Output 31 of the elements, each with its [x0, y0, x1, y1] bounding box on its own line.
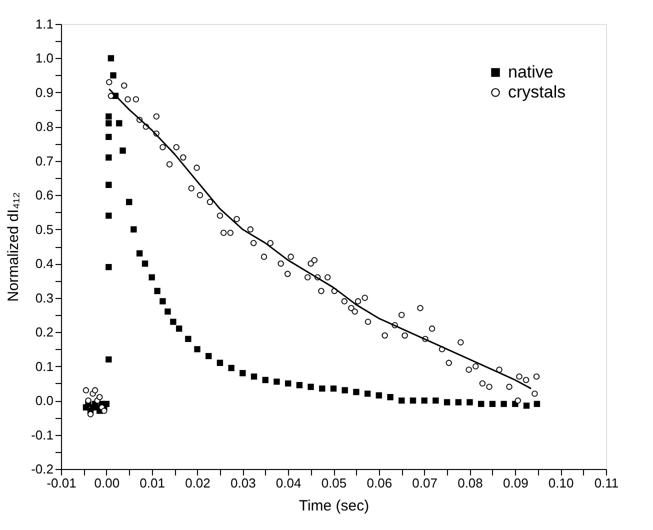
y-tick-label: -0.1: [31, 427, 54, 442]
x-tick-label: 0.03: [230, 476, 256, 490]
y-tick-label: 0.3: [35, 290, 54, 306]
legend-label: crystals: [508, 82, 566, 102]
x-tick-label: 0.05: [321, 476, 347, 490]
y-tick-label: 0.6: [35, 188, 54, 203]
x-tick-label: 0.07: [412, 476, 438, 490]
x-tick-label: 0.08: [458, 476, 483, 490]
y-tick-label: 1.0: [35, 50, 54, 66]
legend-label: native: [508, 62, 554, 82]
y-tick-label: 0.9: [35, 84, 54, 100]
y-tick-label: 0.4: [35, 256, 54, 272]
y-tick-label: 0.8: [35, 119, 54, 134]
y-tick-label: 0.7: [35, 153, 54, 168]
x-tick-label: -0.01: [46, 476, 76, 490]
x-tick-label: 0.04: [276, 476, 302, 490]
x-tick-label: 0.00: [94, 476, 120, 490]
x-tick-label: 0.02: [185, 476, 210, 490]
x-tick-label: 0.11: [594, 476, 619, 490]
y-tick-label: 0.1: [35, 358, 54, 374]
y-tick-label: 0.2: [35, 324, 54, 340]
x-tick-label: 0.06: [366, 476, 392, 490]
x-tick-label: 0.09: [503, 476, 528, 490]
y-tick-label: 0.0: [35, 393, 54, 408]
x-axis-title: Time (sec): [298, 498, 370, 514]
y-tick-label: 1.1: [35, 16, 54, 32]
x-tick-label: 0.10: [548, 476, 574, 490]
x-tick-label: 0.01: [140, 476, 165, 490]
y-tick-label: -0.2: [31, 462, 54, 476]
y-axis-title: Normalized dI₄₁₂: [5, 192, 22, 302]
y-tick-label: 0.5: [35, 222, 54, 237]
